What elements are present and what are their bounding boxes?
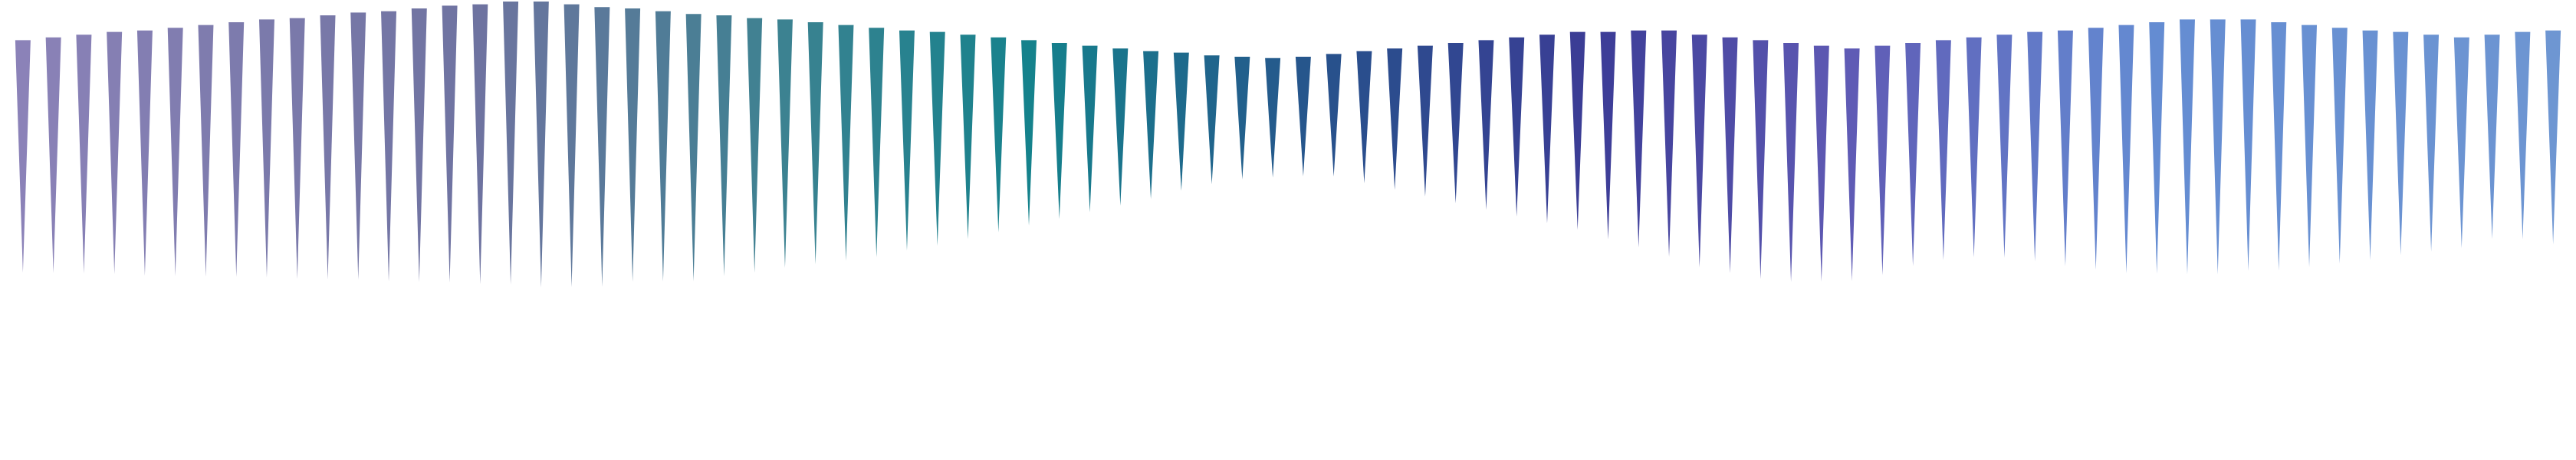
bar-mark [228, 22, 245, 278]
bar-mark [1051, 43, 1067, 219]
bar-mark [838, 25, 854, 261]
bar-mark [1600, 31, 1616, 240]
chart-marks [15, 2, 2561, 288]
bar-mark [1691, 34, 1707, 268]
bar-mark [685, 14, 702, 281]
bar-mark [503, 2, 519, 284]
bar-mark [1356, 51, 1372, 183]
bar-mark [136, 30, 153, 276]
bar-mark [2453, 37, 2469, 248]
bar-mark [747, 18, 763, 273]
bar-mark [350, 12, 366, 280]
bar-mark [381, 11, 397, 282]
bar-mark [2302, 25, 2318, 268]
bar-mark [1905, 43, 1921, 267]
bar-mark [411, 8, 427, 282]
bar-mark [1234, 57, 1250, 179]
bar-mark [899, 30, 915, 251]
bar-mark [1753, 40, 1769, 280]
bar-mark [2149, 22, 2165, 274]
bar-mark [533, 2, 549, 288]
bar-mark [1447, 43, 1464, 204]
bar-mark [1813, 45, 1829, 282]
bar-mark [2027, 31, 2043, 261]
bar-mark [2210, 19, 2226, 274]
bar-mark [15, 40, 31, 273]
bar-mark [442, 5, 458, 283]
bar-mark [1021, 40, 1037, 226]
bar-mark [1265, 58, 1281, 178]
bar-mark [716, 15, 732, 277]
bar-mark [1631, 30, 1647, 248]
bar-mark [1143, 51, 1159, 199]
bar-mark [1844, 48, 1860, 281]
bar-mark [960, 34, 976, 239]
bar-mark [594, 7, 610, 288]
bar-mark [198, 25, 214, 277]
bar-mark [1966, 37, 1982, 258]
bar-mark [1082, 45, 1098, 212]
bar-mark [1326, 54, 1342, 177]
bar-mark [1478, 40, 1494, 210]
bar-mark [929, 31, 945, 246]
bar-mark [1996, 34, 2013, 258]
bar-mark [1722, 37, 1738, 274]
bar-mark [1783, 43, 1799, 282]
bar-mark [2331, 28, 2348, 264]
bar-mark [258, 19, 274, 278]
bar-mark [655, 11, 671, 282]
bar-mark [2362, 30, 2378, 261]
bar-mark [320, 15, 336, 280]
bar-mark [777, 19, 793, 268]
bar-mark [625, 8, 641, 282]
bar-mark [2179, 19, 2195, 274]
bar-mark [289, 18, 305, 279]
bar-mark [472, 4, 488, 284]
bar-mark [1661, 30, 1677, 258]
bar-mark [2057, 30, 2073, 267]
bar-mark [2393, 31, 2409, 255]
bar-mark [869, 28, 885, 258]
bar-mark [2423, 34, 2440, 252]
bar-mark [1204, 55, 1220, 185]
bar-mark [167, 28, 183, 277]
bar-mark [1112, 48, 1129, 206]
bar-mark [991, 37, 1007, 232]
bar-mark [2545, 30, 2561, 245]
bar-mark [2484, 34, 2500, 239]
bar-mark [1875, 45, 1891, 275]
bar-mark [76, 34, 92, 274]
bar-mark [564, 4, 580, 288]
bar-mark [1569, 31, 1585, 230]
bar-mark [807, 22, 823, 264]
bar-mark [2088, 28, 2104, 270]
bar-mark [1387, 48, 1403, 190]
bar-mark [2271, 22, 2287, 271]
bar-mark [107, 31, 123, 274]
bar-mark [1417, 45, 1433, 197]
bar-mark [2118, 25, 2134, 274]
bar-mark [1539, 34, 1555, 224]
bar-mark [1295, 57, 1311, 176]
bar-mark [1935, 40, 1951, 261]
bar-mark [2515, 31, 2531, 240]
bar-mark [1509, 37, 1525, 217]
bar-mark [1173, 52, 1189, 191]
bar-mark [2240, 19, 2256, 271]
bar-mark [45, 37, 61, 274]
